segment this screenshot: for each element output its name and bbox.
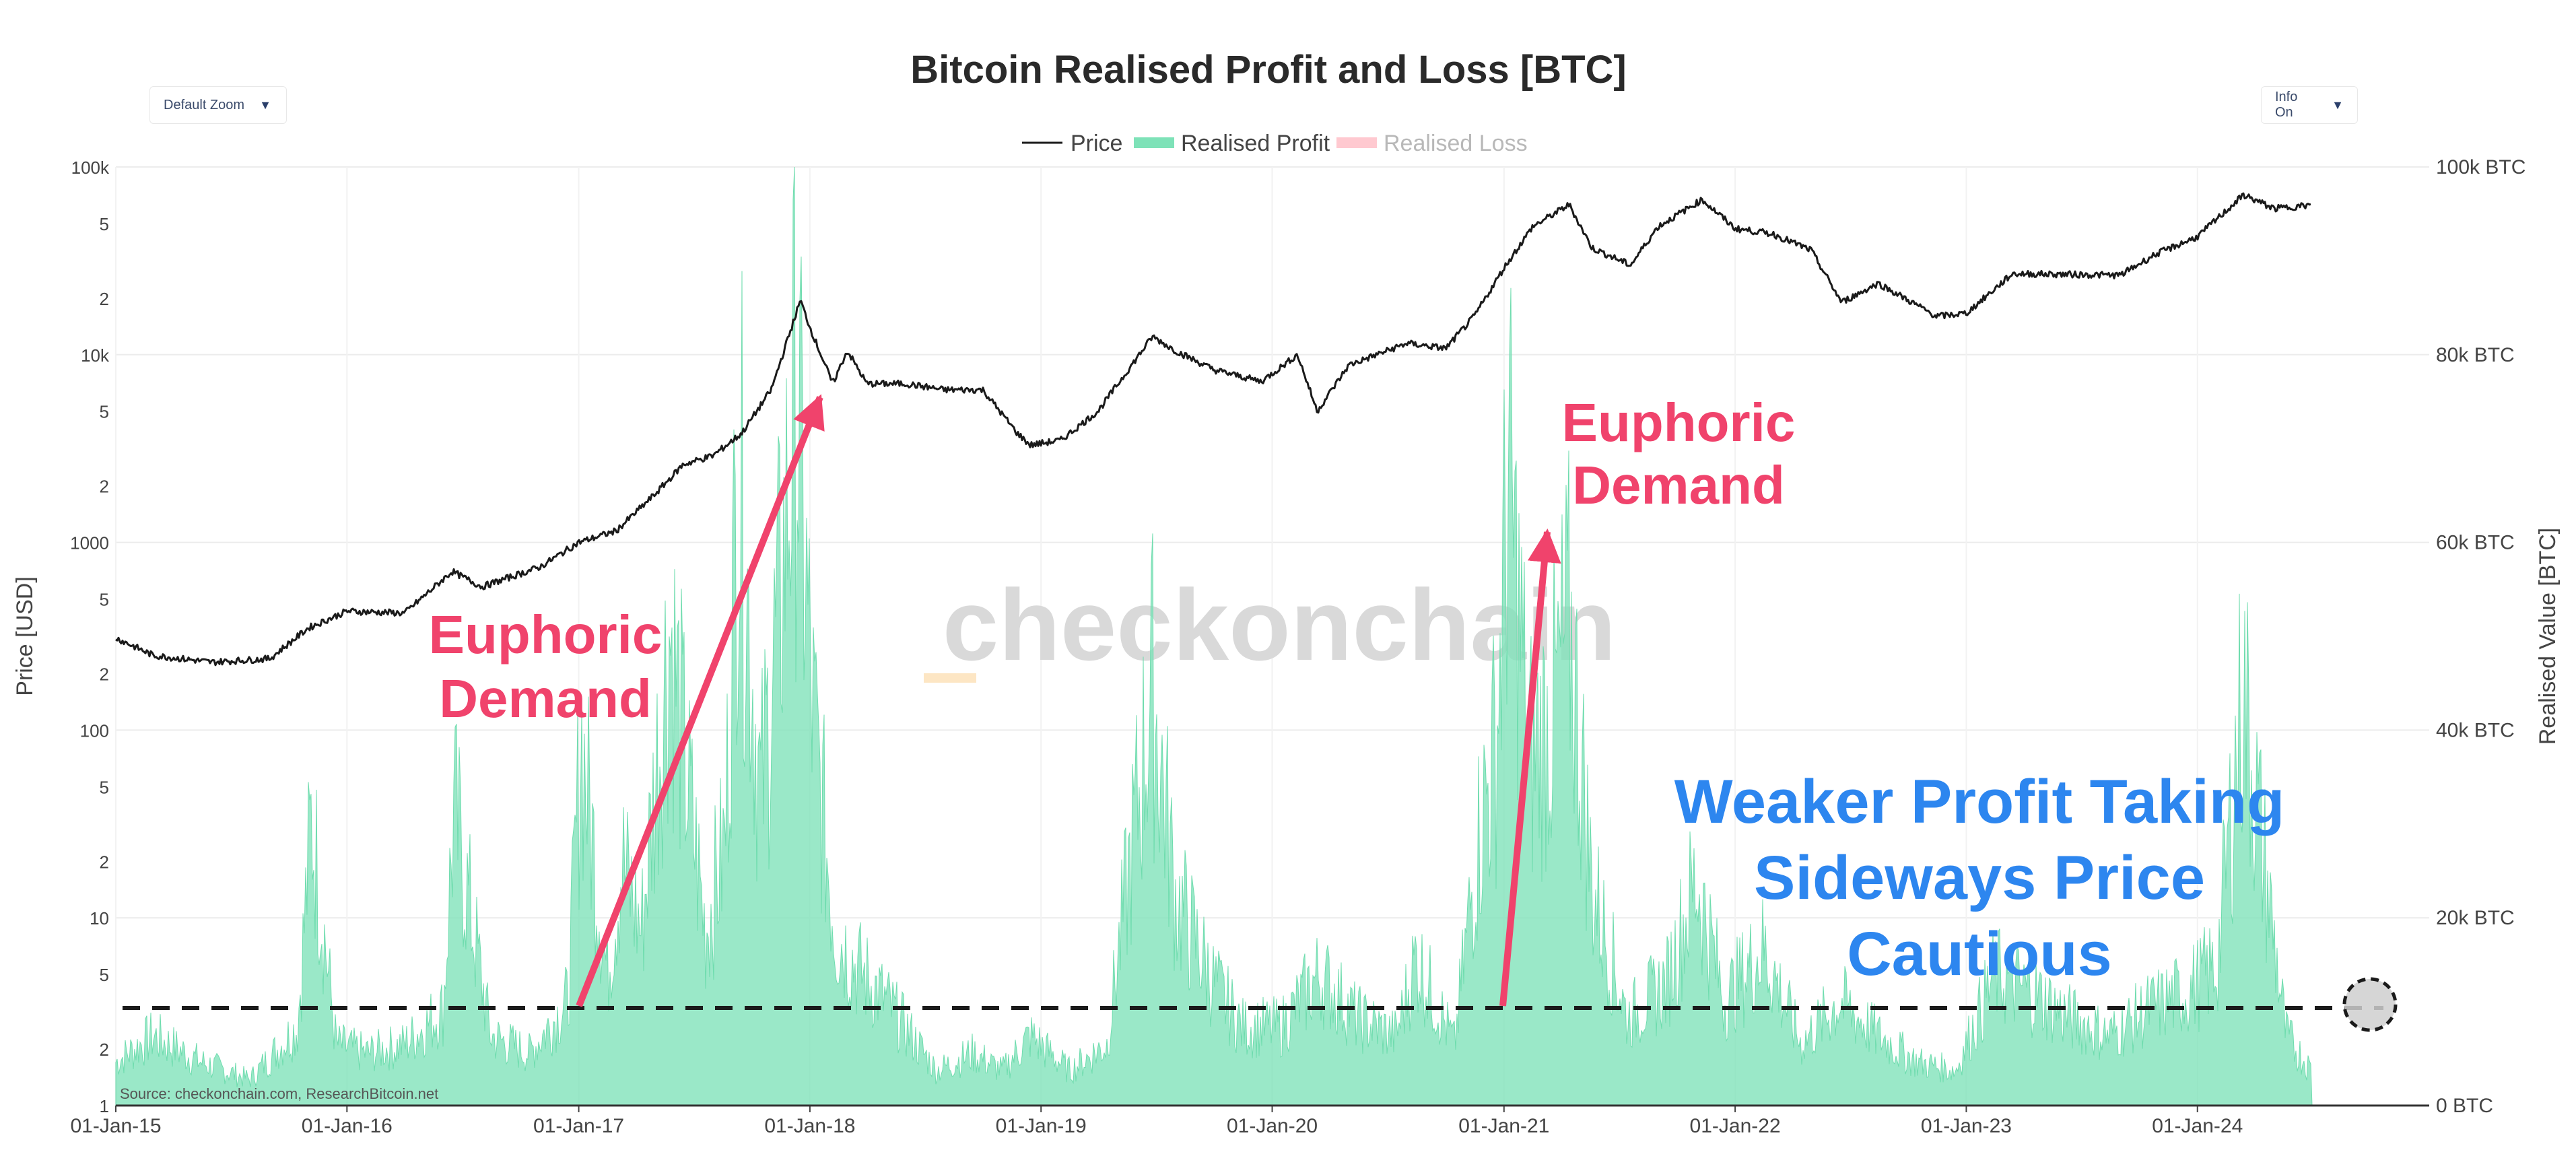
y-right-tick-label: 60k BTC <box>2436 532 2515 554</box>
x-tick-label: 01-Jan-24 <box>2152 1115 2243 1137</box>
chart-title: Bitcoin Realised Profit and Loss [BTC] <box>910 48 1626 92</box>
info-dropdown-label: Info On <box>2275 90 2298 120</box>
annotation-weaker-line3: Cautious <box>1847 920 2112 988</box>
annotation-euphoric-1-line1: Euphoric <box>429 605 663 665</box>
legend-profit-label[interactable]: Realised Profit <box>1181 131 1330 156</box>
euphoric-arrow-2021 <box>1499 529 1561 1007</box>
y-left-tick-label: 1000 <box>70 533 109 553</box>
chevron-down-icon: ▼ <box>259 98 271 112</box>
y-left-tick-label: 5 <box>100 214 109 234</box>
info-dropdown[interactable]: Info On ▼ <box>2261 86 2358 124</box>
price-line <box>115 192 2311 667</box>
legend-price-label[interactable]: Price <box>1071 131 1122 156</box>
latest-point-circle <box>2342 977 2398 1032</box>
y-left-tick-label: 10 <box>90 908 109 928</box>
x-tick-label: 01-Jan-17 <box>533 1115 624 1137</box>
y-left-tick-label: 2 <box>100 477 109 497</box>
annotation-euphoric-1-line2: Demand <box>439 669 652 728</box>
y-left-tick-label: 2 <box>100 664 109 684</box>
y-left-tick-label: 5 <box>100 590 109 610</box>
x-tick-label: 01-Jan-23 <box>1921 1115 2012 1137</box>
y-left-tick-label: 2 <box>100 852 109 872</box>
annotation-weaker-line1: Weaker Profit Taking <box>1674 768 2285 836</box>
realised-profit-area <box>115 166 2313 1106</box>
source-note: Source: checkonchain.com, ResearchBitcoi… <box>120 1085 438 1102</box>
y-left-tick-label: 10k <box>81 345 110 366</box>
y-axis-right-title: Realised Value [BTC] <box>2535 528 2561 745</box>
x-tick-label: 01-Jan-18 <box>764 1115 855 1137</box>
y-right-tick-label: 100k BTC <box>2436 156 2526 178</box>
x-tick-label: 01-Jan-20 <box>1227 1115 1318 1137</box>
y-left-tick-label: 2 <box>100 289 109 309</box>
legend-loss-swatch <box>1336 137 1377 148</box>
y-right-tick-label: 80k BTC <box>2436 344 2515 366</box>
legend-loss-label[interactable]: Realised Loss <box>1384 131 1528 156</box>
annotation-weaker-line2: Sideways Price <box>1754 844 2205 912</box>
chevron-down-icon: ▼ <box>2332 98 2344 112</box>
x-tick-label: 01-Jan-22 <box>1690 1115 1781 1137</box>
y-left-tick-label: 5 <box>100 402 109 422</box>
y-right-tick-label: 20k BTC <box>2436 907 2515 929</box>
y-left-tick-label: 100 <box>80 720 109 741</box>
x-tick-label: 01-Jan-19 <box>996 1115 1087 1137</box>
annotation-euphoric-2-line2: Demand <box>1572 455 1785 515</box>
y-left-tick-label: 1 <box>100 1096 109 1116</box>
x-tick-label: 01-Jan-16 <box>302 1115 393 1137</box>
euphoric-arrow-2017 <box>576 394 825 1007</box>
y-left-tick-label: 100k <box>71 158 110 178</box>
x-tick-label: 01-Jan-21 <box>1458 1115 1549 1137</box>
y-left-tick-label: 5 <box>100 965 109 985</box>
zoom-dropdown[interactable]: Default Zoom ▼ <box>149 86 287 124</box>
y-axis-left-title: Price [USD] <box>12 576 38 696</box>
y-right-tick-label: 0 BTC <box>2436 1095 2493 1117</box>
legend-profit-swatch <box>1134 137 1174 148</box>
x-tick-label: 01-Jan-15 <box>70 1115 161 1137</box>
watermark-underline <box>924 673 976 683</box>
y-left-tick-label: 2 <box>100 1040 109 1060</box>
annotation-euphoric-2-line1: Euphoric <box>1562 393 1796 452</box>
y-right-tick-label: 40k BTC <box>2436 719 2515 741</box>
axes: 1 2 5 10 2 5 100 2 5 1000 2 5 10k 2 5 100k 0 BTC 20k BTC 4… <box>70 156 2526 1137</box>
y-left-tick-label: 5 <box>100 777 109 797</box>
legend: Price Realised Profit Realised Loss <box>1022 131 1528 156</box>
zoom-dropdown-label: Default Zoom <box>164 97 245 112</box>
